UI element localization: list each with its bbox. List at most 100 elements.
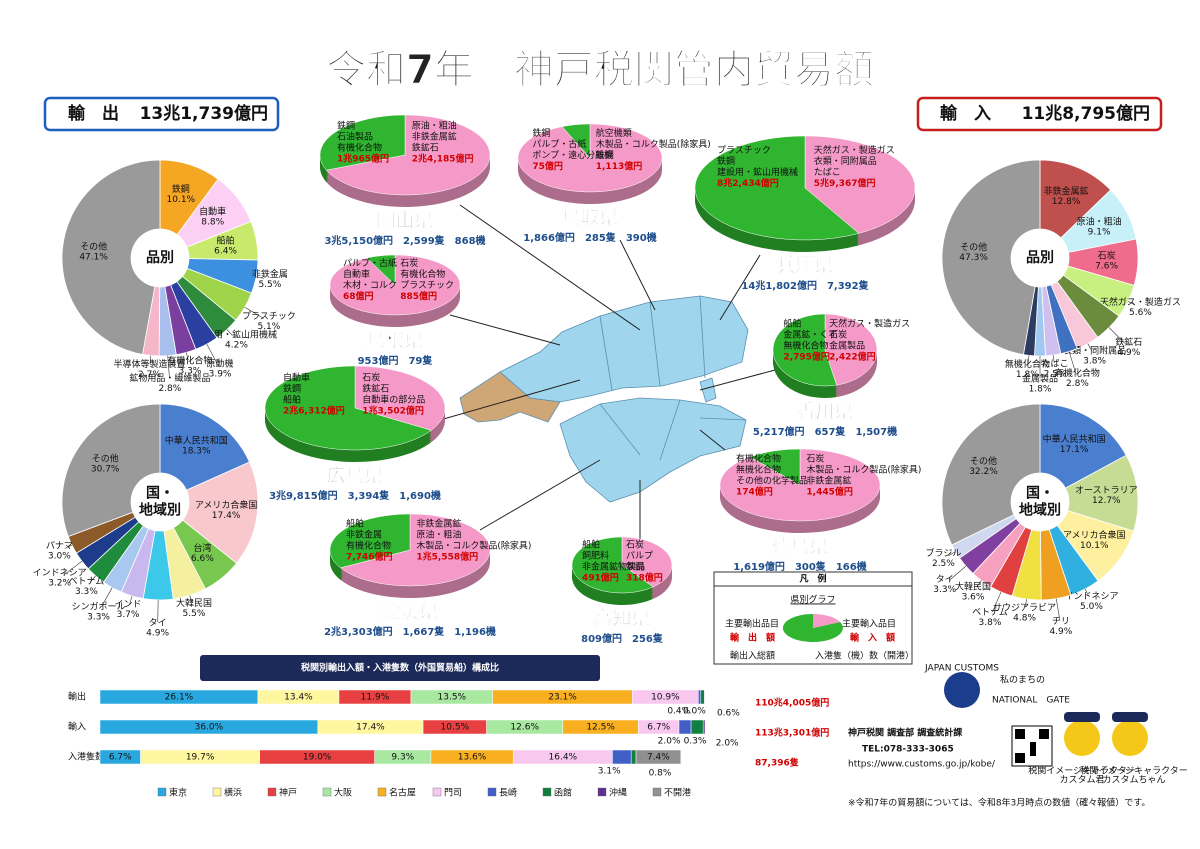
import-item: 有機化合物 <box>400 268 445 280</box>
export-item: 鉄鋼 <box>283 382 301 394</box>
pie-label: チリ <box>1052 616 1070 627</box>
bar-value-label: 0.0% <box>683 707 706 717</box>
pie-center-label: 品別 <box>146 250 174 266</box>
pie-value-label: 4.8% <box>1013 613 1036 623</box>
pie-value-label: 5.1% <box>257 322 280 332</box>
leader-line <box>149 355 152 364</box>
pie-center-label: 国・ <box>146 486 174 502</box>
pie-label: シンガポール <box>72 601 126 612</box>
pie-label: プラスチック <box>242 311 296 322</box>
pie-slice <box>1039 159 1112 259</box>
export-item: 自動車 <box>283 371 310 383</box>
bar-value-label: 6.7% <box>109 753 132 763</box>
bar-value-label: 9.3% <box>391 753 414 763</box>
leader-line <box>1068 351 1076 373</box>
import-item: 木製品・コルク製品(除家具) <box>806 464 921 476</box>
stat-value: 7,392隻 <box>827 279 869 292</box>
stat-value: 300隻 <box>795 560 826 573</box>
pie-value-label: 3.6% <box>962 592 985 602</box>
bar-value-label: 0.4% <box>667 707 690 717</box>
import-amount: 1,113億円 <box>596 160 642 172</box>
export-amount: 174億円 <box>736 486 773 498</box>
pie-slice <box>1039 403 1127 503</box>
leader-line <box>206 344 218 364</box>
export-amount: 8兆2,434億円 <box>717 177 779 189</box>
legend-import-amount: 輸 入 額 <box>850 632 895 644</box>
import-item: 石炭 <box>829 330 847 341</box>
stat-value: 14兆1,802億円 <box>741 279 817 292</box>
export-total-box <box>43 96 280 132</box>
bar-value-label: 10.9% <box>651 693 680 703</box>
pie-center-label: 地域別 <box>139 502 181 519</box>
pie-value-label: 3.3% <box>178 366 201 376</box>
leader-lines <box>439 204 776 540</box>
pie-label: 自動車 <box>199 206 226 218</box>
page-title: 令和7年 神戸税関管内貿易額 <box>326 47 874 93</box>
legend-swatch <box>652 787 662 797</box>
import-item: 非鉄金属鉱 <box>806 475 851 487</box>
leader-line <box>185 352 189 361</box>
legend-label: 横浜 <box>224 787 242 799</box>
character-caption: 税関イメージキャラクター <box>1080 765 1187 777</box>
legend-swatch <box>322 787 332 797</box>
pie-label: 鉄鋼 <box>172 183 190 195</box>
export-item: 飼肥料 <box>582 549 609 561</box>
pie-label: サウジアラビア <box>993 602 1056 613</box>
import-item: 航空機類 <box>596 127 632 139</box>
pie-center-label: 品別 <box>1026 250 1054 266</box>
pie-center <box>130 472 190 532</box>
legend-label: 名古屋 <box>389 787 416 799</box>
bar-total: 113兆3,301億円 <box>755 727 829 739</box>
pie-slice <box>824 313 878 386</box>
import-total-label: 輸 入 <box>940 103 991 124</box>
import-item: 原油・粗油 <box>416 529 461 541</box>
legend-graph-label: 県別グラフ <box>790 594 835 606</box>
pie-value-label: 9.1% <box>1088 228 1111 238</box>
pie-slice <box>694 135 860 241</box>
prefecture-name: 鳥取県 <box>561 206 618 229</box>
pie-label: 衣類・同附属品 <box>1063 344 1126 356</box>
pie-slice <box>561 123 591 159</box>
export-item: 有機化合物 <box>346 540 391 552</box>
bar-value-label: 0.6% <box>717 709 740 719</box>
export-item: 無機化合物 <box>783 340 828 352</box>
pie-label: ベトナム <box>69 576 105 587</box>
pie-value-label: 1.8% <box>1016 370 1039 380</box>
prefecture-stats: 5,217億円 657隻 1,507機 <box>753 425 897 438</box>
pie-value-label: 10.1% <box>1080 541 1109 551</box>
export-item: 船舶 <box>582 538 600 550</box>
pie-label: 非鉄金属 <box>252 268 288 280</box>
pie-slice <box>571 536 654 594</box>
map <box>459 295 749 503</box>
pie-value-label: 2.8% <box>1066 379 1089 389</box>
pie-label: その他 <box>960 241 987 253</box>
pie-label: 原油・粗油 <box>1077 216 1122 228</box>
pie-label: インドネシア <box>1064 591 1118 602</box>
bar-segment <box>690 719 704 735</box>
stat-value: 285隻 <box>585 231 616 244</box>
legend-sample-export <box>782 613 843 642</box>
stat-value: 5,217億円 <box>753 425 805 438</box>
stat-value: 3,394隻 <box>348 489 390 502</box>
export-total-label: 輸 出 <box>68 103 119 124</box>
stat-value: 1,866億円 <box>523 231 575 244</box>
prefecture-stats: 2兆3,303億円 1,667隻 1,196機 <box>324 625 496 638</box>
legend-label: 大阪 <box>334 787 352 799</box>
pie-label: 鉄鉱石 <box>1115 336 1142 348</box>
stat-value: 2兆3,303億円 <box>324 625 393 638</box>
prefecture-name: 岡山県 <box>376 210 433 232</box>
prefecture-stats: 1,866億円 285隻 390機 <box>523 231 656 244</box>
prefecture-name: 高知県 <box>593 607 650 630</box>
bar-value-label: 13.6% <box>458 753 487 763</box>
pie-label: 無機化合物 <box>1005 358 1050 370</box>
export-item: 非金属鉱物製品 <box>582 560 645 572</box>
export-item: 有機化合物 <box>736 453 781 465</box>
import-amount: 318億円 <box>626 571 663 583</box>
import-item: プラスチック <box>400 280 454 291</box>
pie-value-label: 3.2% <box>48 579 71 589</box>
legend-swatch <box>597 787 607 797</box>
leader-line <box>90 575 96 583</box>
import-item: 木製品・コルク製品(除家具) <box>416 540 531 552</box>
pie-value-label: 5.5% <box>258 280 281 290</box>
export-item: 有機化合物 <box>337 142 382 154</box>
